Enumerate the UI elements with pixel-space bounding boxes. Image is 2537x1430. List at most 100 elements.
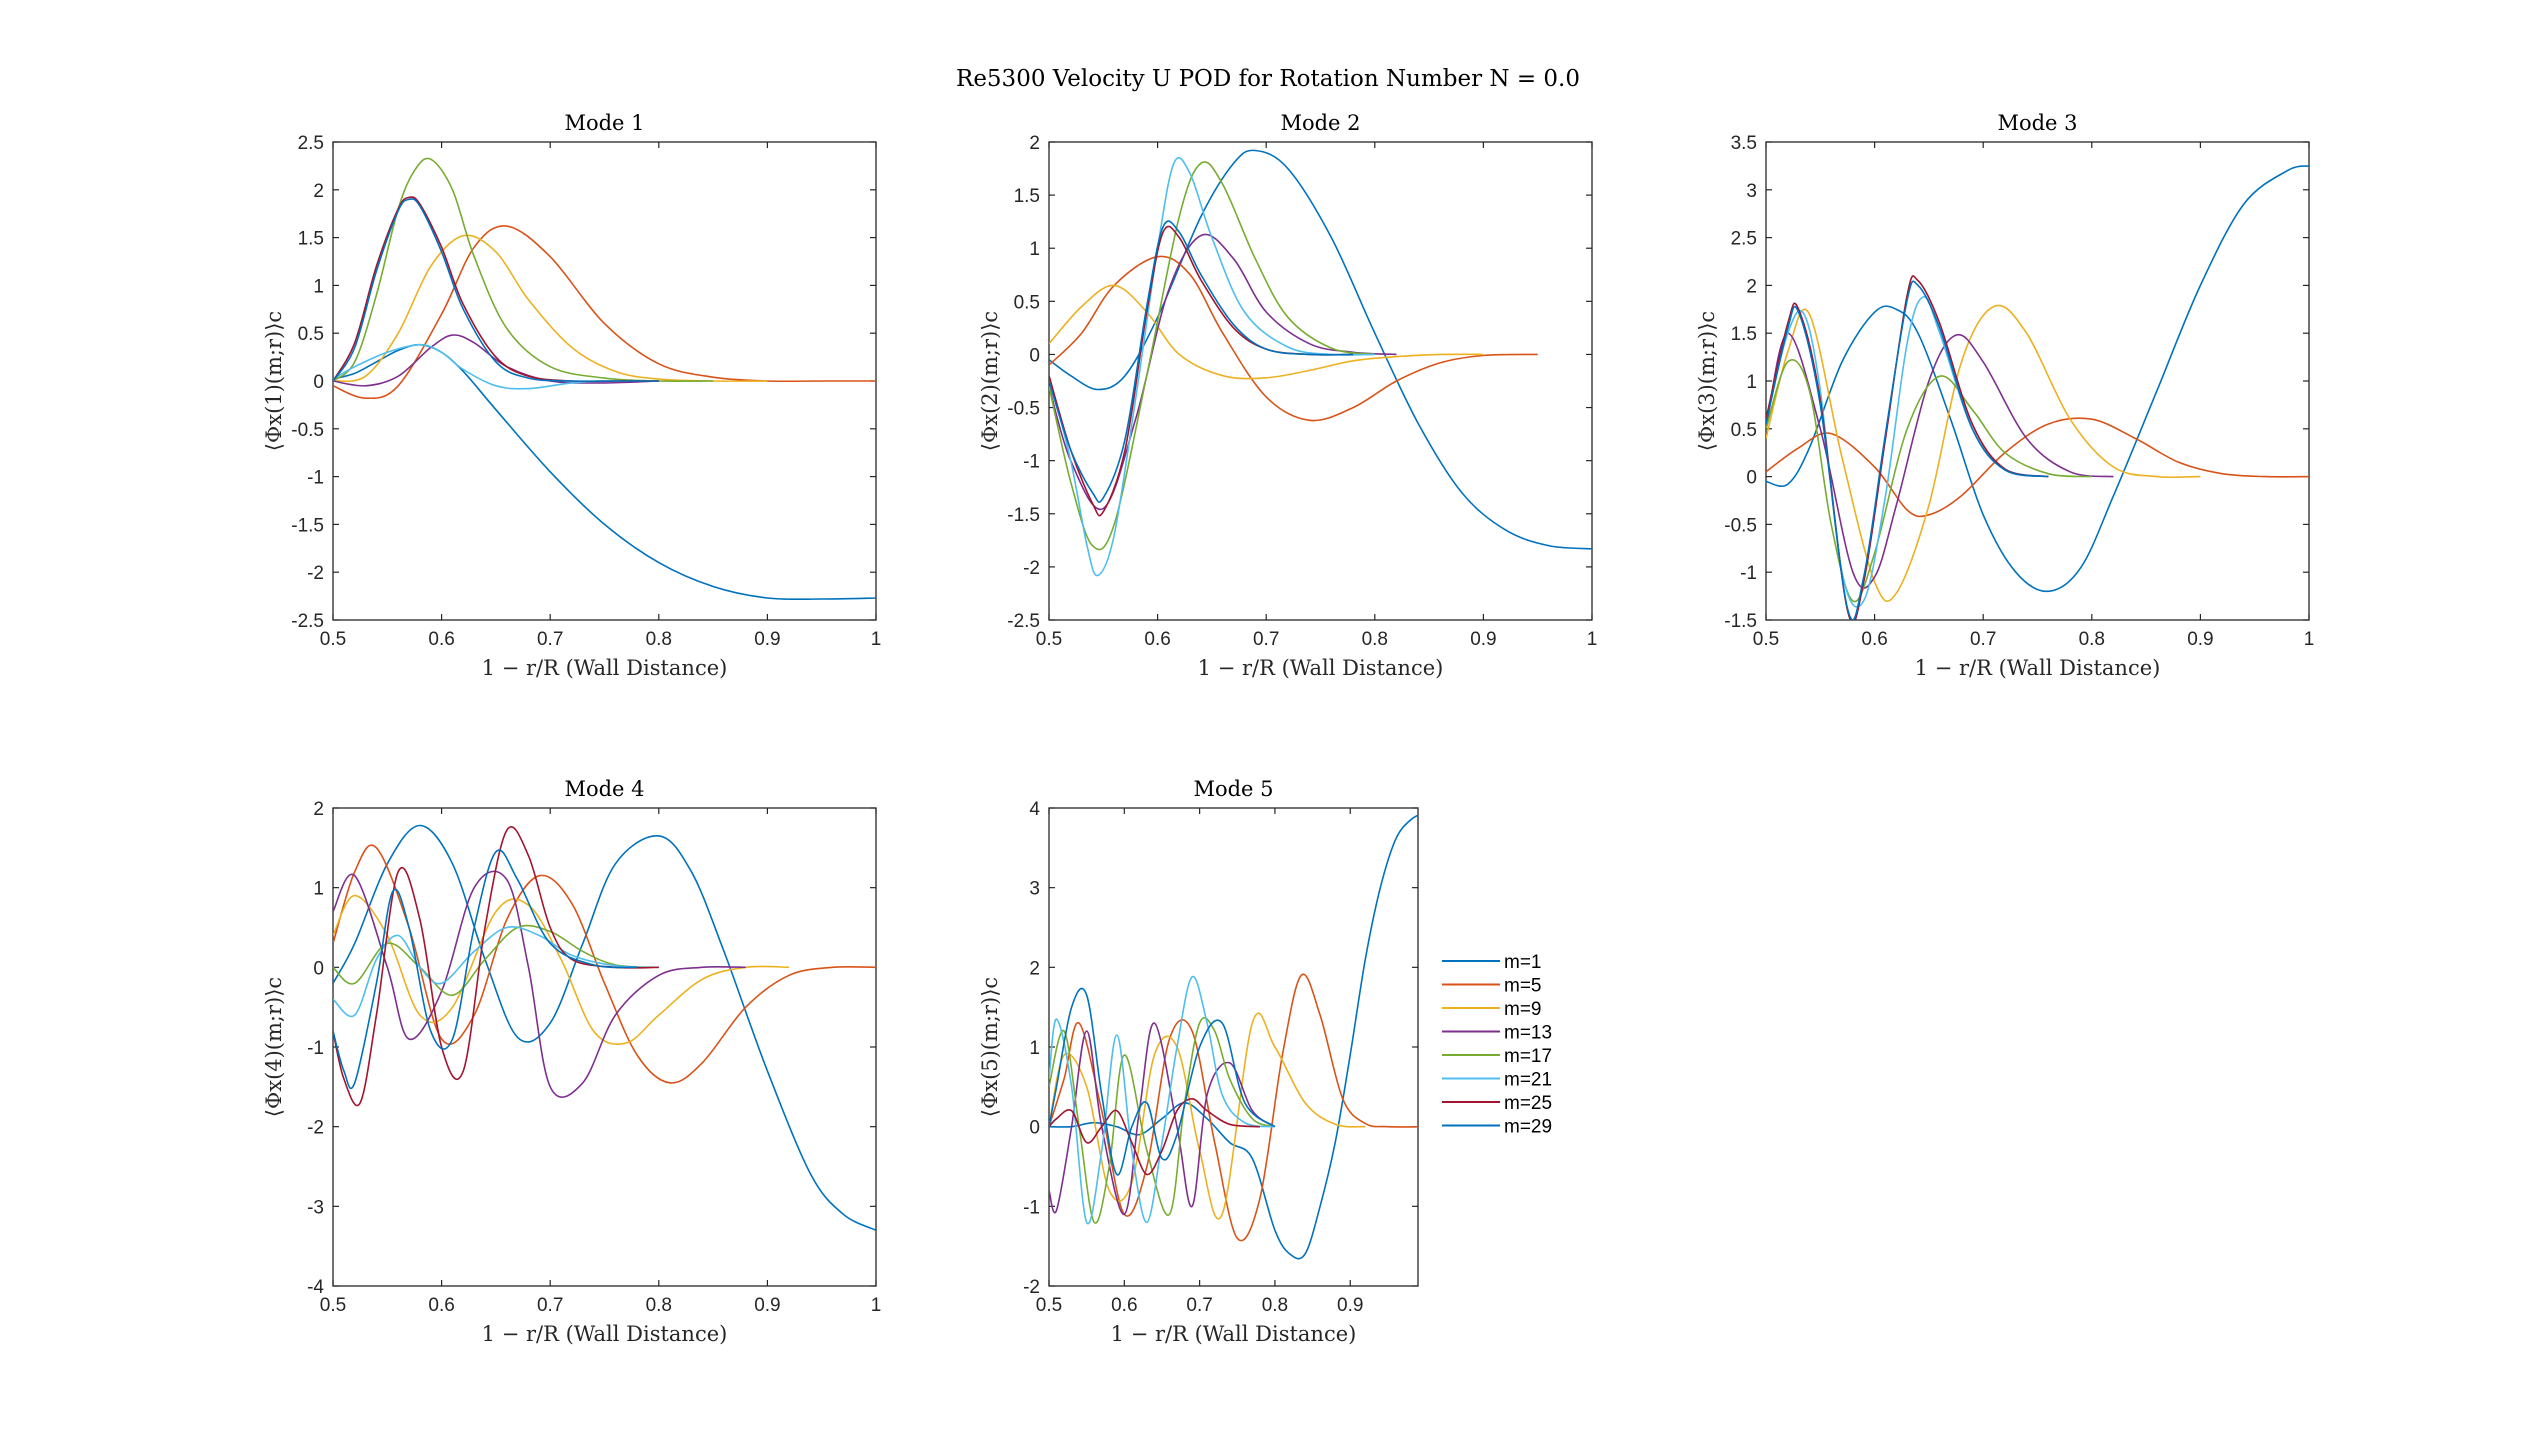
x-tick-label: 0.6 bbox=[1861, 629, 1887, 650]
y-tick-label: -2 bbox=[307, 1118, 324, 1139]
legend-entry: m=21 bbox=[1442, 1070, 1552, 1091]
series-line-m29 bbox=[333, 849, 638, 1090]
y-tick-label: -2 bbox=[1023, 1277, 1040, 1298]
y-tick-label: -0.5 bbox=[1724, 515, 1757, 536]
figure-title: Re5300 Velocity U POD for Rotation Numbe… bbox=[956, 66, 1580, 92]
x-axis-label: 1 − r/R (Wall Distance) bbox=[482, 656, 728, 680]
y-tick-label: -2 bbox=[307, 563, 324, 584]
series-line-m9 bbox=[1049, 284, 1484, 380]
subplot-title: Mode 3 bbox=[1997, 111, 2077, 135]
y-tick-label: 2 bbox=[1029, 133, 1040, 154]
y-tick-label: 3 bbox=[1746, 181, 1757, 202]
x-tick-label: 0.7 bbox=[537, 629, 563, 650]
legend-entry: m=25 bbox=[1442, 1093, 1552, 1114]
legend-entry: m=17 bbox=[1442, 1046, 1552, 1067]
subplot-mode-5: 0.5 0.6 0.7 0.8 0.9 -2 -1 0 1 2 3 4 Mode 5 1 − r/R (W… bbox=[978, 777, 1419, 1346]
subplot-title: Mode 2 bbox=[1280, 111, 1360, 135]
y-tick-label: -1 bbox=[307, 1038, 324, 1059]
y-tick-label: 2 bbox=[1746, 276, 1757, 297]
y-tick-label: -1.5 bbox=[1724, 611, 1757, 632]
legend-entry: m=5 bbox=[1442, 976, 1542, 997]
legend-label: m=5 bbox=[1504, 976, 1542, 997]
y-axis-label: ⟨Φx(4)(m;r)⟩c bbox=[262, 977, 286, 1117]
series-line-m5 bbox=[333, 844, 876, 1084]
y-tick-label: -2 bbox=[1023, 558, 1040, 579]
y-tick-label: 0.5 bbox=[1731, 420, 1757, 441]
x-tick-label: 0.5 bbox=[1036, 629, 1062, 650]
y-tick-label: -1 bbox=[1023, 452, 1040, 473]
legend-label: m=9 bbox=[1504, 999, 1542, 1020]
legend-entry: m=1 bbox=[1442, 952, 1542, 973]
legend-label: m=17 bbox=[1504, 1046, 1552, 1067]
x-tick-label: 0.6 bbox=[428, 1295, 454, 1316]
axes-box bbox=[1765, 141, 2310, 621]
axes-box bbox=[1048, 807, 1419, 1287]
y-tick-label: -1 bbox=[307, 468, 324, 489]
y-tick-label: -1.5 bbox=[291, 515, 324, 536]
x-tick-label: 0.7 bbox=[1186, 1295, 1212, 1316]
x-axis-label: 1 − r/R (Wall Distance) bbox=[1915, 656, 2161, 680]
legend-box bbox=[1431, 942, 1583, 1142]
y-tick-label: 3 bbox=[1029, 879, 1040, 900]
x-tick-label: 0.6 bbox=[428, 629, 454, 650]
x-tick-label: 1 bbox=[1587, 629, 1598, 650]
series-line-m9 bbox=[1049, 1012, 1366, 1220]
y-tick-label: -0.5 bbox=[291, 420, 324, 441]
x-tick-label: 0.9 bbox=[2187, 629, 2213, 650]
x-tick-label: 0.5 bbox=[320, 629, 346, 650]
legend-label: m=29 bbox=[1504, 1117, 1552, 1138]
y-tick-label: -2.5 bbox=[291, 611, 324, 632]
x-tick-label: 0.7 bbox=[1253, 629, 1279, 650]
legend-entry: m=9 bbox=[1442, 999, 1542, 1020]
y-tick-label: -3 bbox=[307, 1197, 324, 1218]
y-tick-label: -1.5 bbox=[1007, 505, 1040, 526]
x-tick-label: 0.5 bbox=[1753, 629, 1779, 650]
y-tick-label: 2 bbox=[313, 181, 324, 202]
legend: m=1 m=5m=9 m=13m=17 m=21m=25 m=29 bbox=[1431, 942, 1583, 1142]
y-axis-label: ⟨Φx(5)(m;r)⟩c bbox=[978, 977, 1002, 1117]
y-tick-label: -0.5 bbox=[1007, 399, 1040, 420]
subplot-title: Mode 1 bbox=[564, 111, 644, 135]
y-tick-label: 1.5 bbox=[298, 229, 324, 250]
legend-label: m=25 bbox=[1504, 1093, 1552, 1114]
series-line-m25 bbox=[333, 826, 659, 1107]
legend-label: m=13 bbox=[1504, 1023, 1552, 1044]
x-tick-label: 0.9 bbox=[754, 1295, 780, 1316]
x-tick-label: 0.5 bbox=[1036, 1295, 1062, 1316]
series-line-m9 bbox=[1766, 304, 2201, 602]
legend-label: m=21 bbox=[1504, 1070, 1552, 1091]
series-line-m25 bbox=[1049, 1097, 1260, 1176]
y-tick-label: -2.5 bbox=[1007, 611, 1040, 632]
y-tick-label: 0 bbox=[1029, 1118, 1040, 1139]
y-tick-label: 0.5 bbox=[1014, 292, 1040, 313]
y-tick-label: 2 bbox=[313, 799, 324, 820]
x-tick-label: 1 bbox=[871, 1295, 882, 1316]
series-line-m1 bbox=[333, 824, 876, 1231]
series-line-m9 bbox=[333, 234, 768, 383]
series-line-m5 bbox=[1049, 973, 1418, 1242]
subplot-mode-1: 0.5 0.6 0.7 0.8 0.9 1 -2.5 -2 -1.5 -1 -0.5 0 0.5 1 1.5… bbox=[262, 111, 881, 680]
series-line-m21 bbox=[333, 926, 659, 1018]
series-line-m1 bbox=[1049, 149, 1592, 550]
series-line-m1 bbox=[333, 343, 876, 601]
series-line-m21 bbox=[1049, 976, 1276, 1225]
y-tick-label: 2.5 bbox=[1731, 229, 1757, 250]
subplot-title: Mode 4 bbox=[564, 777, 644, 801]
y-tick-label: 2.5 bbox=[298, 133, 324, 154]
series-line-m17 bbox=[1766, 359, 2092, 603]
y-tick-label: 1.5 bbox=[1731, 324, 1757, 345]
series-line-m1 bbox=[1766, 165, 2309, 593]
series-line-m17 bbox=[333, 924, 659, 996]
legend-entry: m=29 bbox=[1442, 1117, 1552, 1138]
y-tick-label: 1 bbox=[313, 276, 324, 297]
plot-area: 0.5 0.6 0.7 0.8 0.9 1 -2.5 -2 -1.5 -1 -0.5 0 0.5 1 1.5… bbox=[262, 111, 2314, 1346]
y-axis-label: ⟨Φx(2)(m;r)⟩c bbox=[978, 311, 1002, 451]
x-tick-label: 1 bbox=[871, 629, 882, 650]
series-line-m17 bbox=[1049, 1017, 1276, 1224]
series-line-m29 bbox=[333, 198, 659, 383]
x-tick-label: 0.9 bbox=[1337, 1295, 1363, 1316]
x-tick-label: 1 bbox=[2304, 629, 2315, 650]
subplot-title: Mode 5 bbox=[1193, 777, 1273, 801]
y-tick-label: -4 bbox=[307, 1277, 324, 1298]
